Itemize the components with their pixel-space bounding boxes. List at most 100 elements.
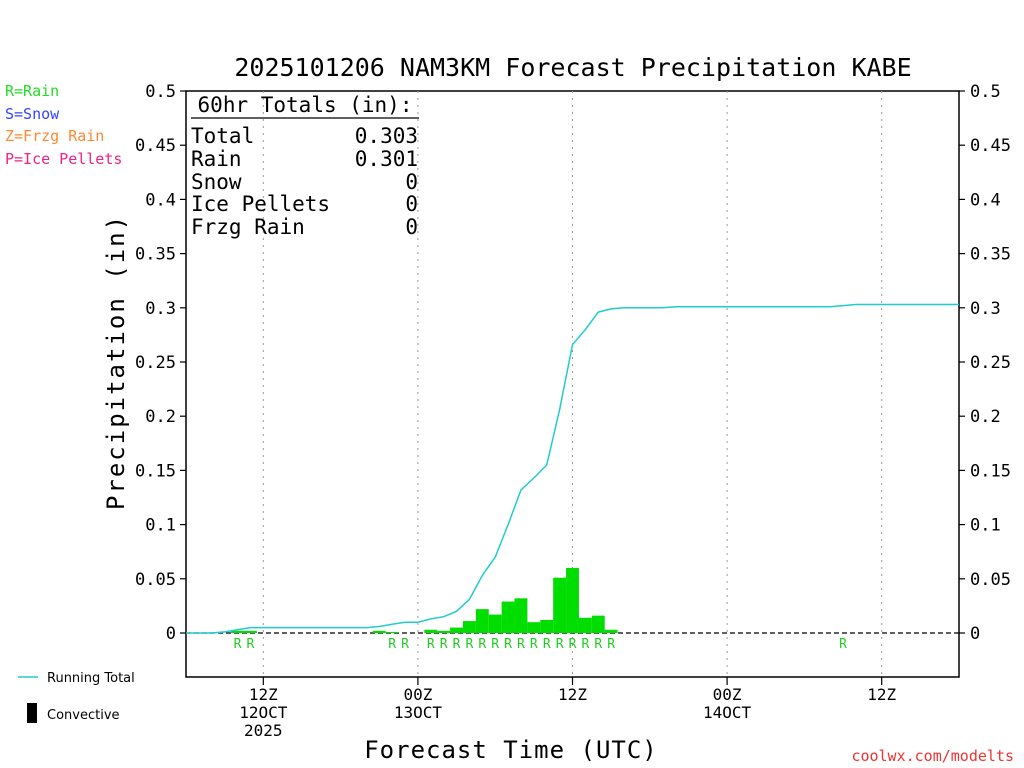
rain-type-mark: R <box>234 637 242 652</box>
totals-value-frzg-rain: 0 <box>405 215 418 239</box>
credit-text: coolwx.com/modelts <box>851 747 1014 765</box>
y-tick-label-right: 0 <box>970 624 980 644</box>
precip-bar <box>604 629 618 633</box>
x-tick-label: 12Z <box>558 685 587 704</box>
y-tick-label-right: 0.05 <box>970 570 1011 590</box>
y-tick-label-right: 0.35 <box>970 245 1011 265</box>
totals-value-rain: 0.301 <box>355 147 418 171</box>
precip-bar <box>566 567 579 633</box>
totals-label-total: Total <box>191 124 254 148</box>
totals-label-snow: Snow <box>191 170 242 194</box>
running-total-legend-label: Running Total <box>47 671 135 686</box>
rain-type-mark: R <box>466 637 474 652</box>
x-tick-label: 13OCT <box>394 703 443 722</box>
hourly-precip-bars <box>231 567 618 633</box>
precip-bar <box>424 629 438 633</box>
totals-value-total: 0.303 <box>355 124 418 148</box>
precip-bar <box>475 609 489 633</box>
precip-bar <box>231 630 244 633</box>
totals-value-snow: 0 <box>405 170 418 194</box>
convective-swatch <box>27 703 37 723</box>
y-tick-label-left: 0.1 <box>145 516 176 536</box>
legend-freezing-rain: Z=Frzg Rain <box>5 127 104 145</box>
x-tick-label: 12Z <box>249 685 278 704</box>
precip-type-legend: R=Rain S=Snow Z=Frzg Rain P=Ice Pellets <box>5 82 122 168</box>
precip-bar <box>514 598 528 633</box>
y-tick-label-right: 0.15 <box>970 461 1011 481</box>
rain-type-mark: R <box>594 637 602 652</box>
precip-bar <box>488 614 502 633</box>
rain-type-mark: R <box>491 637 499 652</box>
precip-bar <box>540 619 554 633</box>
precip-bar <box>527 622 541 633</box>
x-tick-label: 12Z <box>867 685 896 704</box>
y-tick-label-left: 0.35 <box>135 245 176 265</box>
rain-type-mark: R <box>504 637 512 652</box>
y-tick-label-right: 0.4 <box>970 190 1001 210</box>
y-axis-right: 0 0.05 0.1 0.15 0.2 0.25 0.3 0.35 0.4 0.45 0.5 <box>959 82 1011 644</box>
y-tick-label-right: 0.45 <box>970 136 1011 156</box>
x-tick-label: 14OCT <box>703 703 752 722</box>
y-tick-label-right: 0.5 <box>970 82 1001 102</box>
rain-type-mark: R <box>517 637 525 652</box>
y-tick-label-left: 0 <box>166 624 176 644</box>
rain-type-mark: R <box>388 637 396 652</box>
precip-bar <box>553 577 567 633</box>
x-axis-label: Forecast Time (UTC) <box>364 736 658 764</box>
rain-type-mark: R <box>440 637 448 652</box>
y-tick-label-left: 0.2 <box>145 407 176 427</box>
legend-rain: R=Rain <box>5 82 59 100</box>
y-tick-label-left: 0.3 <box>145 299 176 319</box>
y-tick-label-left: 0.4 <box>145 190 176 210</box>
precip-bar <box>462 621 476 633</box>
y-tick-label-left: 0.25 <box>135 353 176 373</box>
legend-snow: S=Snow <box>5 105 60 123</box>
rain-type-mark: R <box>427 637 435 652</box>
x-tick-label: 00Z <box>713 685 742 704</box>
y-tick-label-right: 0.1 <box>970 516 1001 536</box>
y-tick-label-right: 0.3 <box>970 299 1001 319</box>
x-tick-label: 12OCT <box>239 703 288 722</box>
precip-bar <box>372 630 386 633</box>
y-tick-label-right: 0.25 <box>970 353 1011 373</box>
precip-bar <box>501 601 515 633</box>
totals-label-ice-pellets: Ice Pellets <box>191 192 330 216</box>
precip-bar <box>450 627 463 633</box>
precip-bar <box>591 615 605 633</box>
totals-heading: 60hr Totals (in): <box>198 93 413 117</box>
y-tick-label-left: 0.05 <box>135 570 176 590</box>
totals-label-rain: Rain <box>191 147 242 171</box>
rain-type-mark: R <box>247 637 255 652</box>
series-legend: Running Total Convective <box>18 671 135 723</box>
convective-legend-label: Convective <box>47 708 120 723</box>
totals-label-frzg-rain: Frzg Rain <box>191 215 305 239</box>
precip-bar <box>243 630 257 633</box>
rain-type-mark: R <box>530 637 538 652</box>
rain-type-mark: R <box>581 637 589 652</box>
x-tick-label: 2025 <box>244 721 283 740</box>
precip-bar <box>437 630 451 633</box>
x-tick-label: 00Z <box>403 685 432 704</box>
y-axis-label: Precipitation (in) <box>102 214 130 510</box>
rain-type-mark: R <box>607 637 615 652</box>
totals-value-ice-pellets: 0 <box>405 192 418 216</box>
y-tick-label-right: 0.2 <box>970 407 1001 427</box>
y-tick-label-left: 0.5 <box>145 82 176 102</box>
rain-type-mark: R <box>453 637 461 652</box>
y-axis-left: 0 0.05 0.1 0.15 0.2 0.25 0.3 0.35 0.4 0.45 0.5 <box>135 82 186 644</box>
running-total-line <box>186 303 959 634</box>
legend-ice-pellets: P=Ice Pellets <box>5 150 122 168</box>
rain-type-mark: R <box>401 637 409 652</box>
rain-type-mark: R <box>839 637 847 652</box>
rain-type-mark: R <box>569 637 577 652</box>
precip-bar <box>578 617 592 633</box>
chart-title: 2025101206 NAM3KM Forecast Precipitation… <box>234 53 911 82</box>
precip-bar <box>385 631 399 633</box>
y-tick-label-left: 0.15 <box>135 461 176 481</box>
rain-type-mark: R <box>478 637 486 652</box>
rain-type-mark: R <box>556 637 564 652</box>
totals-box: 60hr Totals (in): Total 0.303 Rain 0.301… <box>191 93 419 239</box>
